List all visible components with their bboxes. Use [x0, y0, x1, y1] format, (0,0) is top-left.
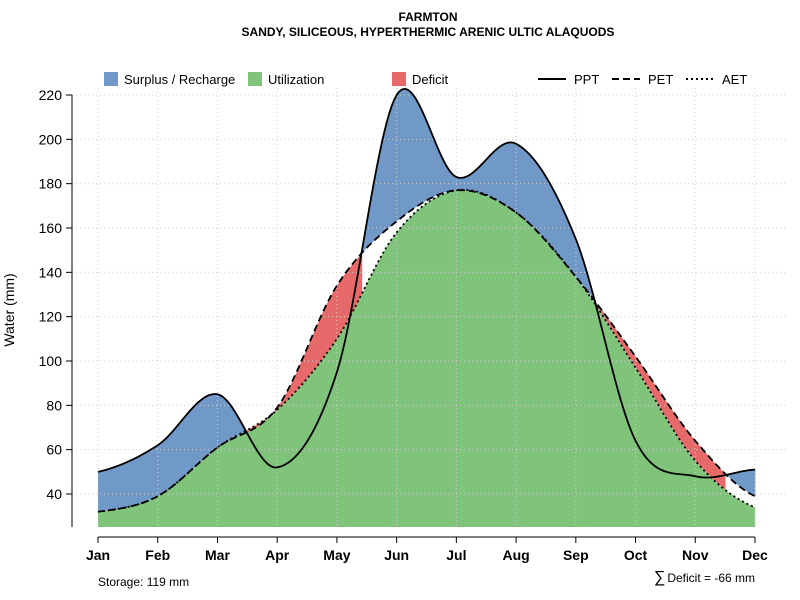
y-tick-label: 100: [39, 353, 63, 369]
legend-label: Deficit: [412, 72, 449, 87]
legend-label: AET: [722, 72, 747, 87]
legend-label: PET: [648, 72, 673, 87]
y-tick-label: 160: [39, 220, 63, 236]
x-tick-label: Sep: [563, 547, 589, 563]
x-tick-label: Dec: [742, 547, 768, 563]
y-tick-label: 140: [39, 264, 63, 280]
x-tick-label: Feb: [145, 547, 170, 563]
x-tick-label: Oct: [624, 547, 648, 563]
legend-swatch-2: [392, 72, 406, 86]
line-layer: [97, 87, 756, 513]
surplus-recharge-area: [98, 88, 756, 512]
y-tick-label: 120: [39, 309, 63, 325]
y-axis-label: Water (mm): [1, 273, 17, 346]
chart-subtitle: SANDY, SILICEOUS, HYPERTHERMIC ARENIC UL…: [242, 25, 615, 39]
area-layer: [98, 88, 756, 527]
legend-label: Utilization: [268, 72, 324, 87]
legend-swatch-0: [104, 72, 118, 86]
x-tick-label: Nov: [682, 547, 709, 563]
x-tick-label: Apr: [265, 547, 290, 563]
y-tick-label: 60: [46, 442, 62, 458]
sum-symbol: ∑: [654, 569, 665, 586]
legend-swatch-1: [248, 72, 262, 86]
legend-label: Surplus / Recharge: [124, 72, 235, 87]
storage-note: Storage: 119 mm: [98, 575, 189, 589]
x-tick-label: Jun: [384, 547, 409, 563]
deficit-note: ∑ Deficit = -66 mm: [654, 569, 755, 586]
grid-layer: [72, 88, 785, 527]
legend: Surplus / Recharge Utilization Deficit PPT P…: [104, 72, 747, 87]
deficit-value: Deficit = -66 mm: [667, 571, 755, 585]
series-aet-line: [97, 188, 756, 513]
x-tick-label: Mar: [205, 547, 230, 563]
chart-title: FARMTON: [398, 10, 457, 24]
x-tick-label: Aug: [502, 547, 529, 563]
y-tick-label: 200: [39, 131, 63, 147]
x-tick-label: Jul: [446, 547, 466, 563]
axes-layer: 40 60 80 100 120 140 160 180 200 220 Jan Feb Mar Apr M…: [39, 87, 768, 563]
x-tick-label: Jan: [86, 547, 110, 563]
x-tick-label: May: [323, 547, 350, 563]
y-tick-label: 80: [46, 397, 62, 413]
legend-label: PPT: [574, 72, 599, 87]
series-ppt-line: [97, 87, 756, 479]
y-tick-label: 180: [39, 176, 63, 192]
utilization-area: [98, 189, 755, 527]
y-tick-label: 40: [46, 486, 62, 502]
y-tick-label: 220: [39, 87, 63, 103]
